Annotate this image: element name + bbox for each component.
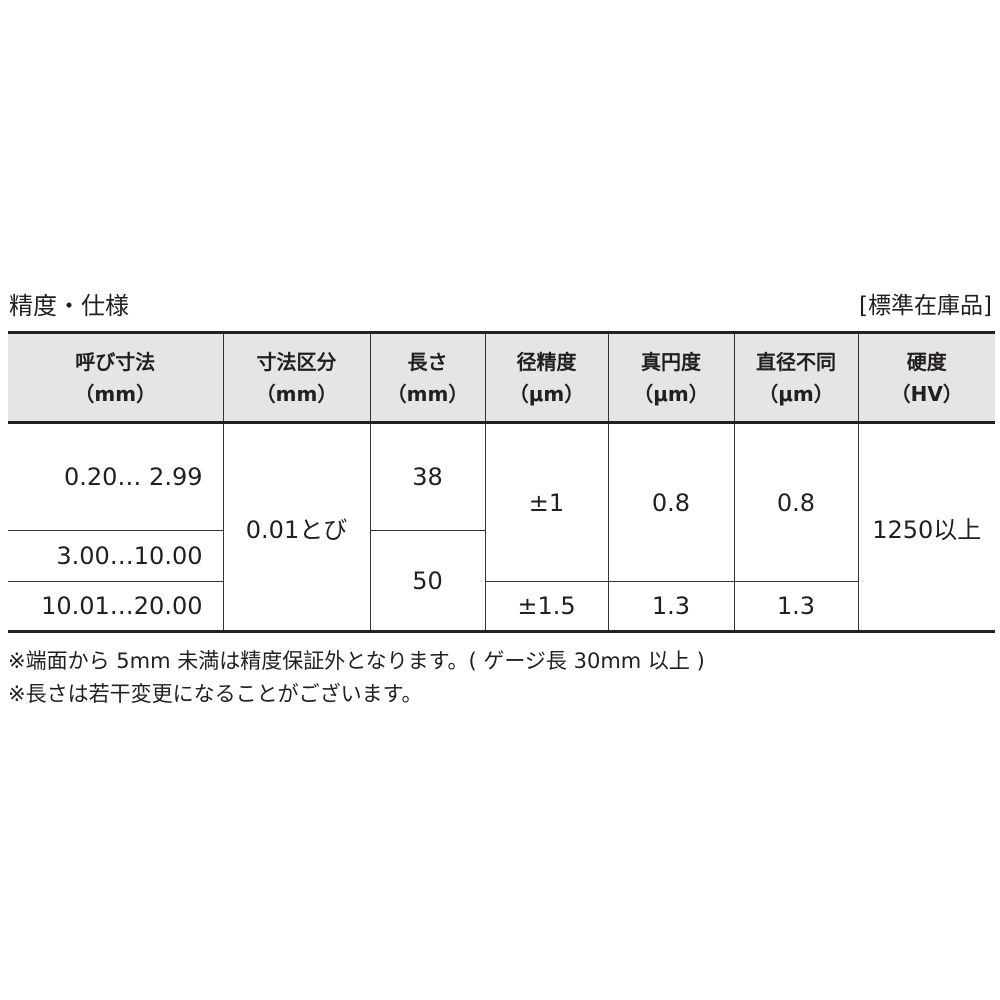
hardness-cell: 1250以上 bbox=[857, 422, 995, 633]
table-row: 3.00…10.00 50 bbox=[8, 530, 995, 633]
nominal-cell: 0.20… 2.99 bbox=[8, 422, 224, 531]
diameter-accuracy-cell: ±1 bbox=[484, 422, 609, 582]
header-roundness: 真円度 （μm） bbox=[607, 331, 735, 424]
roundness-cell: 1.3 bbox=[607, 581, 735, 633]
header-division: 寸法区分 （mm） bbox=[222, 331, 371, 424]
header-diameter-accuracy: 径精度 （μm） bbox=[484, 331, 609, 424]
table-row: 0.20… 2.99 0.01とび 38 ±1 0.8 0.8 1250以上 bbox=[8, 422, 995, 633]
spec-table: 呼び寸法 （mm） 寸法区分 （mm） 長さ （mm） 径精度 （μm） 真円度 （μm）… bbox=[8, 331, 995, 633]
stock-label: [標準在庫品] bbox=[859, 293, 992, 319]
notes: ※端面から 5mm 未満は精度保証外となります。( ゲージ長 30mm 以上 )… bbox=[8, 645, 705, 711]
header-length: 長さ （mm） bbox=[369, 331, 486, 424]
roundness-cell: 0.8 bbox=[607, 422, 735, 582]
diameter-variation-cell: 1.3 bbox=[733, 581, 859, 633]
nominal-cell: 3.00…10.00 bbox=[8, 530, 224, 582]
note: ※長さは若干変更になることがございます。 bbox=[8, 682, 423, 706]
header-row: 呼び寸法 （mm） 寸法区分 （mm） 長さ （mm） 径精度 （μm） 真円度 （μm）… bbox=[8, 331, 995, 424]
diameter-accuracy-cell: ±1.5 bbox=[484, 581, 609, 633]
header-diameter-variation: 直径不同 （μm） bbox=[733, 331, 859, 424]
table-row: 10.01…20.00 ±1.5 1.3 1.3 bbox=[8, 581, 995, 633]
nominal-cell: 10.01…20.00 bbox=[8, 581, 224, 633]
header-hardness: 硬度 （HV） bbox=[857, 331, 995, 424]
diameter-variation-cell: 0.8 bbox=[733, 422, 859, 582]
length-cell: 38 bbox=[369, 422, 486, 531]
note: ※端面から 5mm 未満は精度保証外となります。( ゲージ長 30mm 以上 ) bbox=[8, 649, 705, 673]
header-nominal: 呼び寸法 （mm） bbox=[8, 331, 224, 424]
length-cell: 50 bbox=[369, 530, 486, 633]
division-cell: 0.01とび bbox=[222, 422, 371, 633]
section-title: 精度・仕様 bbox=[9, 292, 129, 320]
